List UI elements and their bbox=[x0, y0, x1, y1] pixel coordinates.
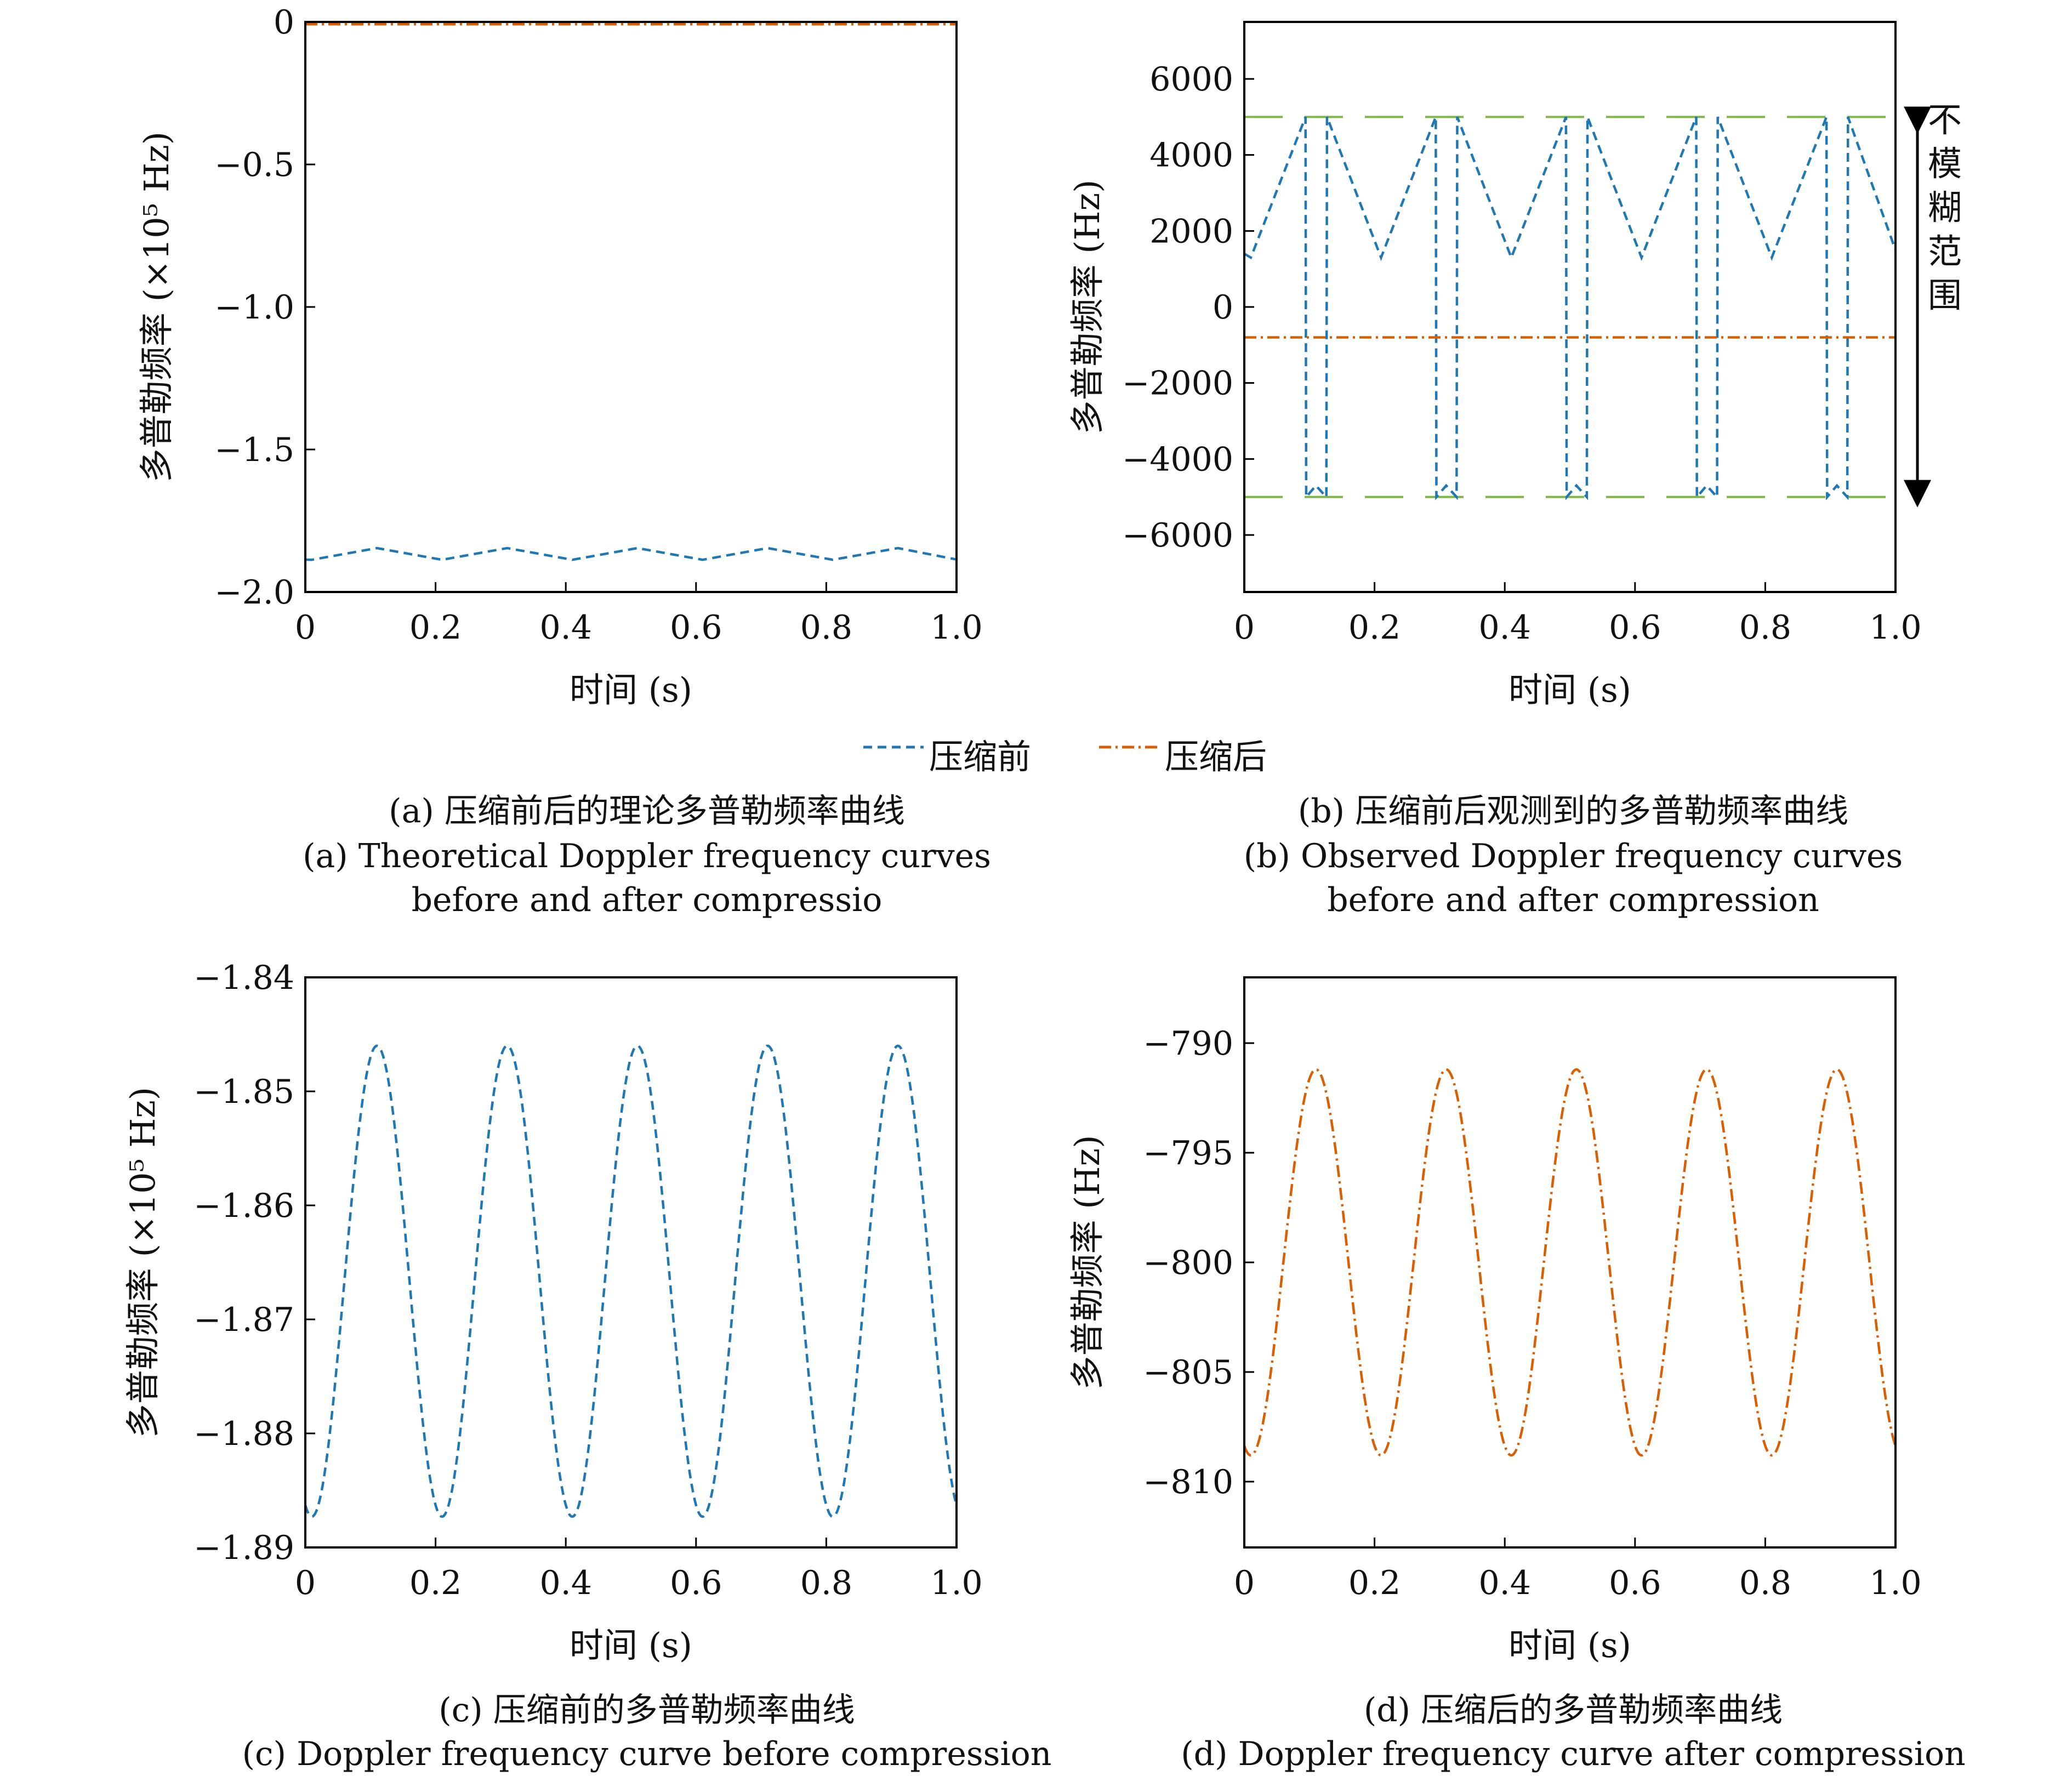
legend-before-swatch bbox=[863, 745, 924, 749]
legend-before-label: 压缩前 bbox=[929, 737, 1032, 777]
y-axis-label: 多普勒频率 (×10⁵ Hz) bbox=[123, 1087, 163, 1438]
panel-a-chart: 0 0.2 0.4 0.6 0.8 1.0 0 −0.5 −1.0 −1.5 −2.0 时间 (s) 多… bbox=[136, 3, 983, 710]
caption-a-en-2: before and after compressio bbox=[411, 881, 883, 919]
x-axis-label: 时间 (s) bbox=[1509, 670, 1631, 710]
x-axis-label: 时间 (s) bbox=[570, 670, 692, 710]
plot-frame bbox=[304, 21, 958, 593]
x-tick-label: 1.0 bbox=[930, 608, 982, 647]
caption-b-cn: (b) 压缩前后观测到的多普勒频率曲线 bbox=[1297, 792, 1849, 830]
y-tick-label: −1.84 bbox=[193, 959, 294, 997]
y-tick-label: −810 bbox=[1143, 1463, 1233, 1501]
caption-c-cn: (c) 压缩前的多普勒频率曲线 bbox=[439, 1691, 855, 1729]
y-tick-label: −0.5 bbox=[214, 146, 294, 184]
caption-a-cn: (a) 压缩前后的理论多普勒频率曲线 bbox=[389, 792, 905, 830]
x-tick-label: 0.2 bbox=[409, 608, 462, 647]
y-tick-label: −1.89 bbox=[193, 1529, 294, 1567]
y-tick-label: −805 bbox=[1143, 1353, 1233, 1392]
y-tick-label: −4000 bbox=[1122, 440, 1233, 479]
y-tick-label: 0 bbox=[1213, 288, 1233, 327]
x-tick-label: 0.4 bbox=[539, 608, 591, 647]
caption-b-en-1: (b) Observed Doppler frequency curves bbox=[1243, 837, 1903, 875]
y-tick-label: −790 bbox=[1143, 1024, 1233, 1063]
series-line-after bbox=[1244, 1068, 1895, 1457]
x-tick-label: 0.8 bbox=[800, 608, 852, 647]
y-tick-label: 4000 bbox=[1149, 136, 1233, 175]
x-tick-label: 0.8 bbox=[800, 1564, 852, 1602]
panel-c-chart: 0 0.2 0.4 0.6 0.8 1.0 −1.84 −1.85 −1.86 −1.87 −1.8… bbox=[123, 959, 983, 1665]
caption-a-en-1: (a) Theoretical Doppler frequency curves bbox=[303, 837, 991, 875]
x-tick-label: 0.2 bbox=[1348, 1564, 1401, 1602]
x-tick-label: 0.4 bbox=[1478, 608, 1530, 647]
x-tick-label: 0.6 bbox=[1609, 1564, 1661, 1602]
y-tick-label: −1.87 bbox=[193, 1301, 294, 1339]
y-tick-label: −2.0 bbox=[214, 573, 294, 612]
legend-after-swatch bbox=[1099, 745, 1159, 749]
x-tick-label: 0.8 bbox=[1739, 1564, 1791, 1602]
y-tick-label: 6000 bbox=[1149, 60, 1233, 99]
panel-d-chart: 0 0.2 0.4 0.6 0.8 1.0 −790 −795 −800 −805 −810 时间 (… bbox=[1067, 976, 1922, 1665]
y-tick-label: −795 bbox=[1143, 1134, 1233, 1172]
x-tick-label: 0.6 bbox=[670, 608, 722, 647]
x-tick-label: 1.0 bbox=[1869, 608, 1921, 647]
y-tick-label: −1.86 bbox=[193, 1187, 294, 1225]
x-tick-label: 0.4 bbox=[1478, 1564, 1530, 1602]
x-tick-label: 1.0 bbox=[930, 1564, 982, 1602]
y-tick-label: −1.88 bbox=[193, 1415, 294, 1453]
y-tick-label: −1.5 bbox=[214, 431, 294, 469]
y-tick-label: 0 bbox=[274, 3, 294, 42]
x-tick-label: 0 bbox=[1234, 1564, 1255, 1602]
y-axis-label: 多普勒频率 (Hz) bbox=[1067, 180, 1107, 435]
y-tick-label: −1.85 bbox=[193, 1073, 294, 1111]
x-tick-label: 0.2 bbox=[1348, 608, 1401, 647]
y-axis-label: 多普勒频率 (×10⁵ Hz) bbox=[136, 132, 177, 482]
caption-d-cn: (d) 压缩后的多普勒频率曲线 bbox=[1363, 1691, 1783, 1729]
x-tick-label: 0 bbox=[295, 1564, 316, 1602]
y-tick-label: −1.0 bbox=[214, 288, 294, 327]
y-tick-label: −6000 bbox=[1122, 516, 1233, 555]
series-line-before bbox=[1244, 116, 1895, 500]
x-tick-label: 0.6 bbox=[670, 1564, 722, 1602]
caption-d-en-1: (d) Doppler frequency curve after compre… bbox=[1181, 1735, 1966, 1773]
plot-frame bbox=[1243, 976, 1897, 1549]
caption-c-en-1: (c) Doppler frequency curve before compr… bbox=[242, 1735, 1052, 1773]
x-tick-label: 0.6 bbox=[1609, 608, 1661, 647]
x-tick-label: 0.8 bbox=[1739, 608, 1791, 647]
panel-b-chart: 0 0.2 0.4 0.6 0.8 1.0 6000 4000 2000 0 −2000 −4000 −… bbox=[1067, 21, 1962, 710]
plot-frame bbox=[304, 976, 958, 1549]
y-tick-label: −2000 bbox=[1122, 365, 1233, 403]
plot-frame bbox=[1243, 21, 1897, 593]
x-axis-label: 时间 (s) bbox=[570, 1625, 692, 1665]
y-axis-label: 多普勒频率 (Hz) bbox=[1067, 1135, 1107, 1390]
legend-after-label: 压缩后 bbox=[1165, 737, 1267, 777]
series-line-before bbox=[305, 1044, 957, 1518]
x-axis-label: 时间 (s) bbox=[1509, 1625, 1631, 1665]
x-tick-label: 0 bbox=[1234, 608, 1255, 647]
x-tick-label: 0.4 bbox=[539, 1564, 591, 1602]
caption-b-en-2: before and after compression bbox=[1327, 881, 1819, 919]
x-tick-label: 0 bbox=[295, 608, 316, 647]
range-annotation: 不模糊范围 bbox=[1928, 100, 1962, 315]
series-line-before bbox=[305, 547, 957, 561]
x-tick-label: 0.2 bbox=[409, 1564, 462, 1602]
y-tick-label: −800 bbox=[1143, 1244, 1233, 1282]
y-tick-label: 2000 bbox=[1149, 212, 1233, 251]
x-tick-label: 1.0 bbox=[1869, 1564, 1921, 1602]
